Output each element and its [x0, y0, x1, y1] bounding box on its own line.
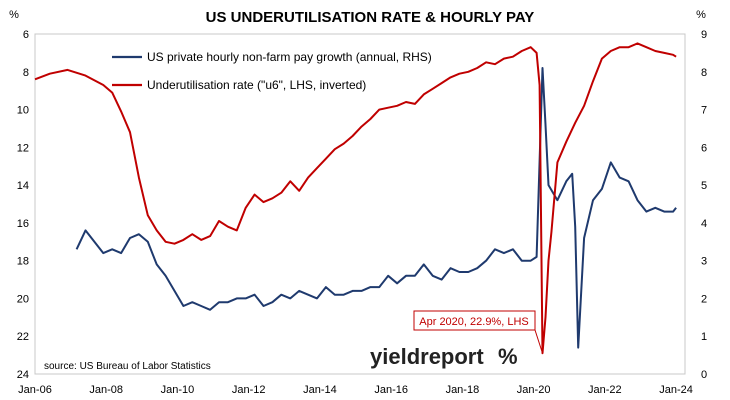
left-tick-label: 18 — [17, 256, 29, 268]
left-tick-label: 6 — [23, 29, 29, 41]
series-line-pay-growth — [75, 67, 677, 349]
left-tick-label: 24 — [17, 369, 29, 381]
right-tick-label: 0 — [701, 369, 707, 381]
right-tick-label: 6 — [701, 142, 707, 154]
source-note: source: US Bureau of Labor Statistics — [44, 361, 211, 372]
x-tick-label: Jan-14 — [303, 384, 337, 396]
left-tick-label: 22 — [17, 331, 29, 343]
right-tick-label: 7 — [701, 105, 707, 117]
right-tick-label: 3 — [701, 256, 707, 268]
logo-word: yieldreport — [370, 344, 484, 369]
x-tick-label: Jan-24 — [659, 384, 693, 396]
right-tick-label: 4 — [701, 218, 707, 230]
legend-label-pay-growth: US private hourly non-farm pay growth (a… — [147, 50, 432, 64]
right-axis-unit: % — [696, 9, 706, 21]
right-tick-label: 8 — [701, 67, 707, 79]
left-tick-label: 10 — [17, 105, 29, 117]
chart-title: US UNDERUTILISATION RATE & HOURLY PAY — [206, 9, 535, 26]
annotation-label: Apr 2020, 22.9%, LHS — [419, 316, 528, 328]
x-tick-label: Jan-10 — [161, 384, 195, 396]
right-axis-ticks: 0 1 2 3 4 5 6 7 8 9 — [701, 29, 707, 381]
x-tick-label: Jan-06 — [18, 384, 52, 396]
right-tick-label: 2 — [701, 293, 707, 305]
legend-label-u6: Underutilisation rate ("u6", LHS, invert… — [147, 78, 366, 92]
x-tick-label: Jan-12 — [232, 384, 266, 396]
right-tick-label: 9 — [701, 29, 707, 41]
x-tick-label: Jan-22 — [588, 384, 622, 396]
x-tick-label: Jan-16 — [374, 384, 408, 396]
left-tick-label: 20 — [17, 293, 29, 305]
logo-percent-mark: % — [498, 344, 518, 369]
left-tick-label: 12 — [17, 142, 29, 154]
left-tick-label: 16 — [17, 218, 29, 230]
series-layer — [34, 42, 677, 355]
x-tick-label: Jan-20 — [517, 384, 551, 396]
right-tick-label: 5 — [701, 180, 707, 192]
x-tick-label: Jan-08 — [89, 384, 123, 396]
left-axis-unit: % — [9, 9, 19, 21]
left-tick-label: 14 — [17, 180, 29, 192]
x-axis-ticks: Jan-06 Jan-08 Jan-10 Jan-12 Jan-14 Jan-16 Jan-… — [18, 384, 693, 396]
annotation-leader-line — [534, 329, 544, 354]
x-tick-label: Jan-18 — [446, 384, 480, 396]
series-line-u6 — [34, 42, 677, 355]
right-tick-label: 1 — [701, 331, 707, 343]
plot-area-border — [34, 33, 686, 375]
annotation-box — [413, 310, 536, 331]
annotation: Apr 2020, 22.9%, LHS — [413, 310, 544, 354]
left-axis-ticks: 6 8 10 12 14 16 18 20 22 24 — [17, 29, 29, 381]
legend: US private hourly non-farm pay growth (a… — [112, 50, 432, 92]
left-tick-label: 8 — [23, 67, 29, 79]
yieldreport-logo: yieldreport % — [370, 344, 518, 369]
